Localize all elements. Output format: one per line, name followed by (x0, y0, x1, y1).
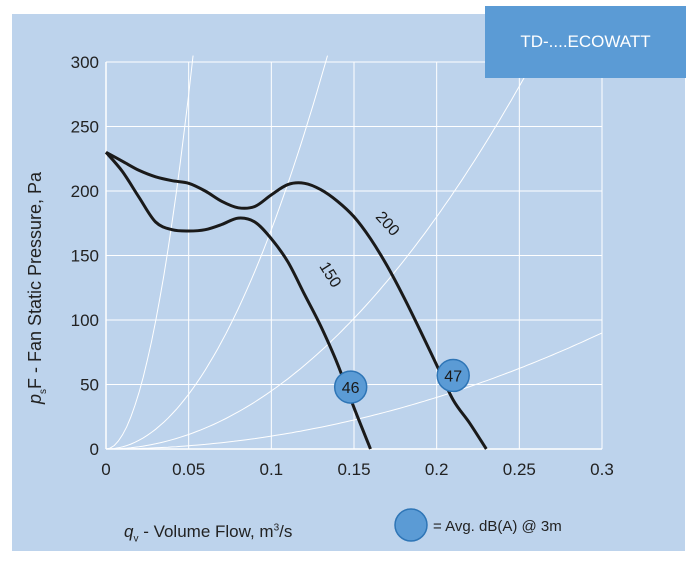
x-axis-label: qv - Volume Flow, m3/s (124, 522, 292, 544)
y-tick-label: 300 (71, 53, 99, 72)
sound-marker-label: 47 (444, 368, 462, 385)
y-tick-label: 50 (80, 376, 99, 395)
x-tick-label: 0.15 (337, 460, 370, 479)
x-tick-label: 0.25 (503, 460, 536, 479)
sound-marker (333, 370, 368, 404)
fan-curve-label-150: 150 (315, 259, 344, 291)
x-tick-label: 0 (101, 460, 110, 479)
sound-level-markers: 46 47 (333, 358, 470, 404)
x-label-symbol: q (124, 522, 134, 541)
fan-curves (104, 150, 488, 450)
system-curve (106, 332, 603, 450)
system-curves (105, 55, 603, 450)
y-label-text: F - Fan Static Pressure, Pa (25, 171, 46, 390)
system-curve (105, 55, 194, 450)
fan-curve-200 (105, 150, 488, 450)
x-tick-label: 0.05 (172, 460, 205, 479)
x-tick-label: 0.2 (425, 460, 449, 479)
legend-label: = Avg. dB(A) @ 3m (433, 518, 562, 535)
system-curve (105, 55, 328, 450)
model-title-box: TD-....ECOWATT (485, 6, 686, 78)
y-tick-label: 100 (71, 311, 99, 330)
sound-marker (436, 358, 470, 393)
model-title: TD-....ECOWATT (520, 32, 651, 51)
y-tick-label: 250 (71, 118, 99, 137)
x-label-superscript: 3 (273, 522, 280, 534)
x-tick-label: 0.3 (590, 460, 614, 479)
system-curve (106, 55, 537, 450)
fan-curve-150 (104, 151, 372, 450)
x-label-unit-tail: /s (279, 522, 293, 541)
y-tick-label: 200 (71, 182, 99, 201)
sound-marker-label: 46 (342, 380, 360, 397)
y-tick-label: 0 (90, 440, 99, 459)
x-label-subscript: v (133, 533, 139, 545)
legend-marker-icon (394, 508, 428, 542)
axes (105, 62, 602, 450)
x-tick-labels: 0 0.05 0.1 0.15 0.2 0.25 0.3 (101, 460, 614, 479)
y-label-subscript: s (37, 389, 49, 395)
y-label-symbol: p (25, 394, 46, 405)
x-label-text: - Volume Flow, m (138, 522, 274, 541)
x-tick-label: 0.1 (260, 460, 284, 479)
fan-curve-label-200: 200 (372, 208, 403, 239)
y-tick-labels: 0 50 100 150 200 250 300 (71, 53, 99, 459)
y-tick-label: 150 (71, 247, 99, 266)
chart-panel (12, 14, 685, 551)
